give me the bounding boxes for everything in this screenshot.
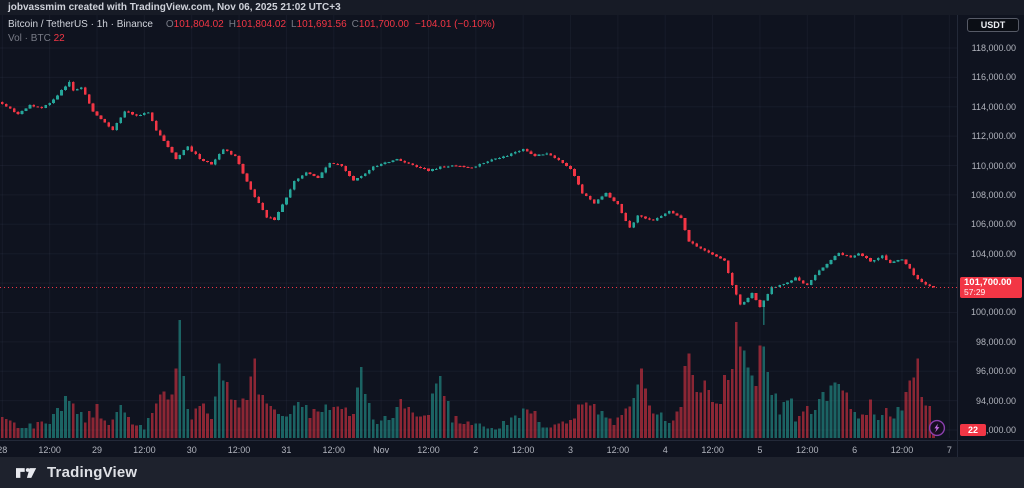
time-tick: 3 (568, 445, 574, 455)
time-tick: 12:00 (227, 445, 251, 455)
close-value: 101,700.00 (358, 19, 409, 30)
close-label: C (351, 19, 359, 30)
time-tick: 12:00 (511, 445, 535, 455)
time-tick: 5 (757, 445, 763, 455)
symbol-legend: Bitcoin / TetherUS · 1h · Binance O101,80… (8, 19, 495, 47)
tradingview-logo-icon[interactable] (16, 465, 40, 481)
time-tick: 6 (852, 445, 858, 455)
currency-toggle-button[interactable]: USDT (967, 18, 1019, 32)
legend-volume-row: Vol · BTC 22 (8, 33, 495, 45)
price-tick: 106,000.00 (970, 219, 1016, 230)
price-tick: 116,000.00 (971, 72, 1016, 83)
tradingview-wordmark[interactable]: TradingView (47, 464, 138, 481)
price-tick: 112,000.00 (971, 131, 1016, 142)
lightning-icon[interactable] (928, 419, 946, 437)
time-tick: Nov (373, 445, 390, 455)
high-label: H (228, 19, 236, 30)
low-value: 101,691.56 (296, 19, 347, 30)
last-volume-tag: 22 (960, 424, 986, 436)
last-price-tag: 101,700.00 57:29 (960, 277, 1022, 299)
time-tick: 12:00 (701, 445, 724, 455)
high-value: 101,804.02 (235, 19, 287, 30)
time-axis[interactable]: 28 12:00 29 12:00 30 12:00 31 12:00 Nov 12:00 2 12:… (0, 440, 957, 457)
price-tick: 92,000.00 (975, 424, 1016, 435)
legend-ohlc-row: Bitcoin / TetherUS · 1h · Binance O101,80… (8, 19, 495, 31)
time-tick: 31 (281, 445, 292, 455)
axis-corner (957, 440, 1024, 457)
chart-canvas[interactable] (0, 0, 957, 440)
bar-countdown: 57:29 (964, 287, 986, 298)
low-label: L (291, 19, 297, 30)
time-tick: 29 (91, 445, 103, 455)
attribution-bar: jobvassmim created with TradingView.com,… (0, 0, 1024, 15)
footer-bar: TradingView (0, 457, 1024, 488)
price-tick: 114,000.00 (971, 101, 1016, 112)
volume-value: 22 (53, 33, 65, 44)
time-tick: 4 (662, 445, 668, 455)
time-tick: 12:00 (890, 445, 914, 455)
time-tick: 12:00 (133, 445, 156, 455)
price-tick: 96,000.00 (975, 366, 1016, 377)
time-tick: 7 (946, 445, 952, 455)
price-tick: 118,000.00 (971, 43, 1016, 53)
time-tick: 2 (473, 445, 479, 455)
price-axis[interactable]: USDT 118,000.00 116,000.00 114,000.00 112,0… (957, 15, 1024, 440)
price-tick: 104,000.00 (970, 248, 1016, 259)
price-tick: 100,000.00 (970, 307, 1016, 318)
time-tick: 12:00 (796, 445, 819, 455)
time-tick: 12:00 (606, 445, 630, 455)
symbol-title[interactable]: Bitcoin / TetherUS · 1h · Binance (8, 19, 153, 30)
volume-label[interactable]: Vol · BTC (8, 33, 51, 44)
price-tick: 110,000.00 (971, 160, 1016, 171)
time-tick: 30 (186, 445, 197, 455)
time-tick: 28 (0, 445, 8, 455)
time-tick: 12:00 (322, 445, 346, 455)
change-value: −104.01 (−0.10%) (414, 19, 496, 30)
last-price-value: 101,700.00 (964, 277, 1012, 289)
open-value: 101,804.02 (173, 19, 224, 30)
price-tick: 108,000.00 (970, 189, 1016, 200)
open-label: O (165, 19, 174, 30)
price-tick: 94,000.00 (975, 395, 1016, 406)
price-tick: 98,000.00 (975, 336, 1016, 347)
time-tick: 12:00 (38, 445, 61, 455)
time-tick: 12:00 (417, 445, 440, 455)
